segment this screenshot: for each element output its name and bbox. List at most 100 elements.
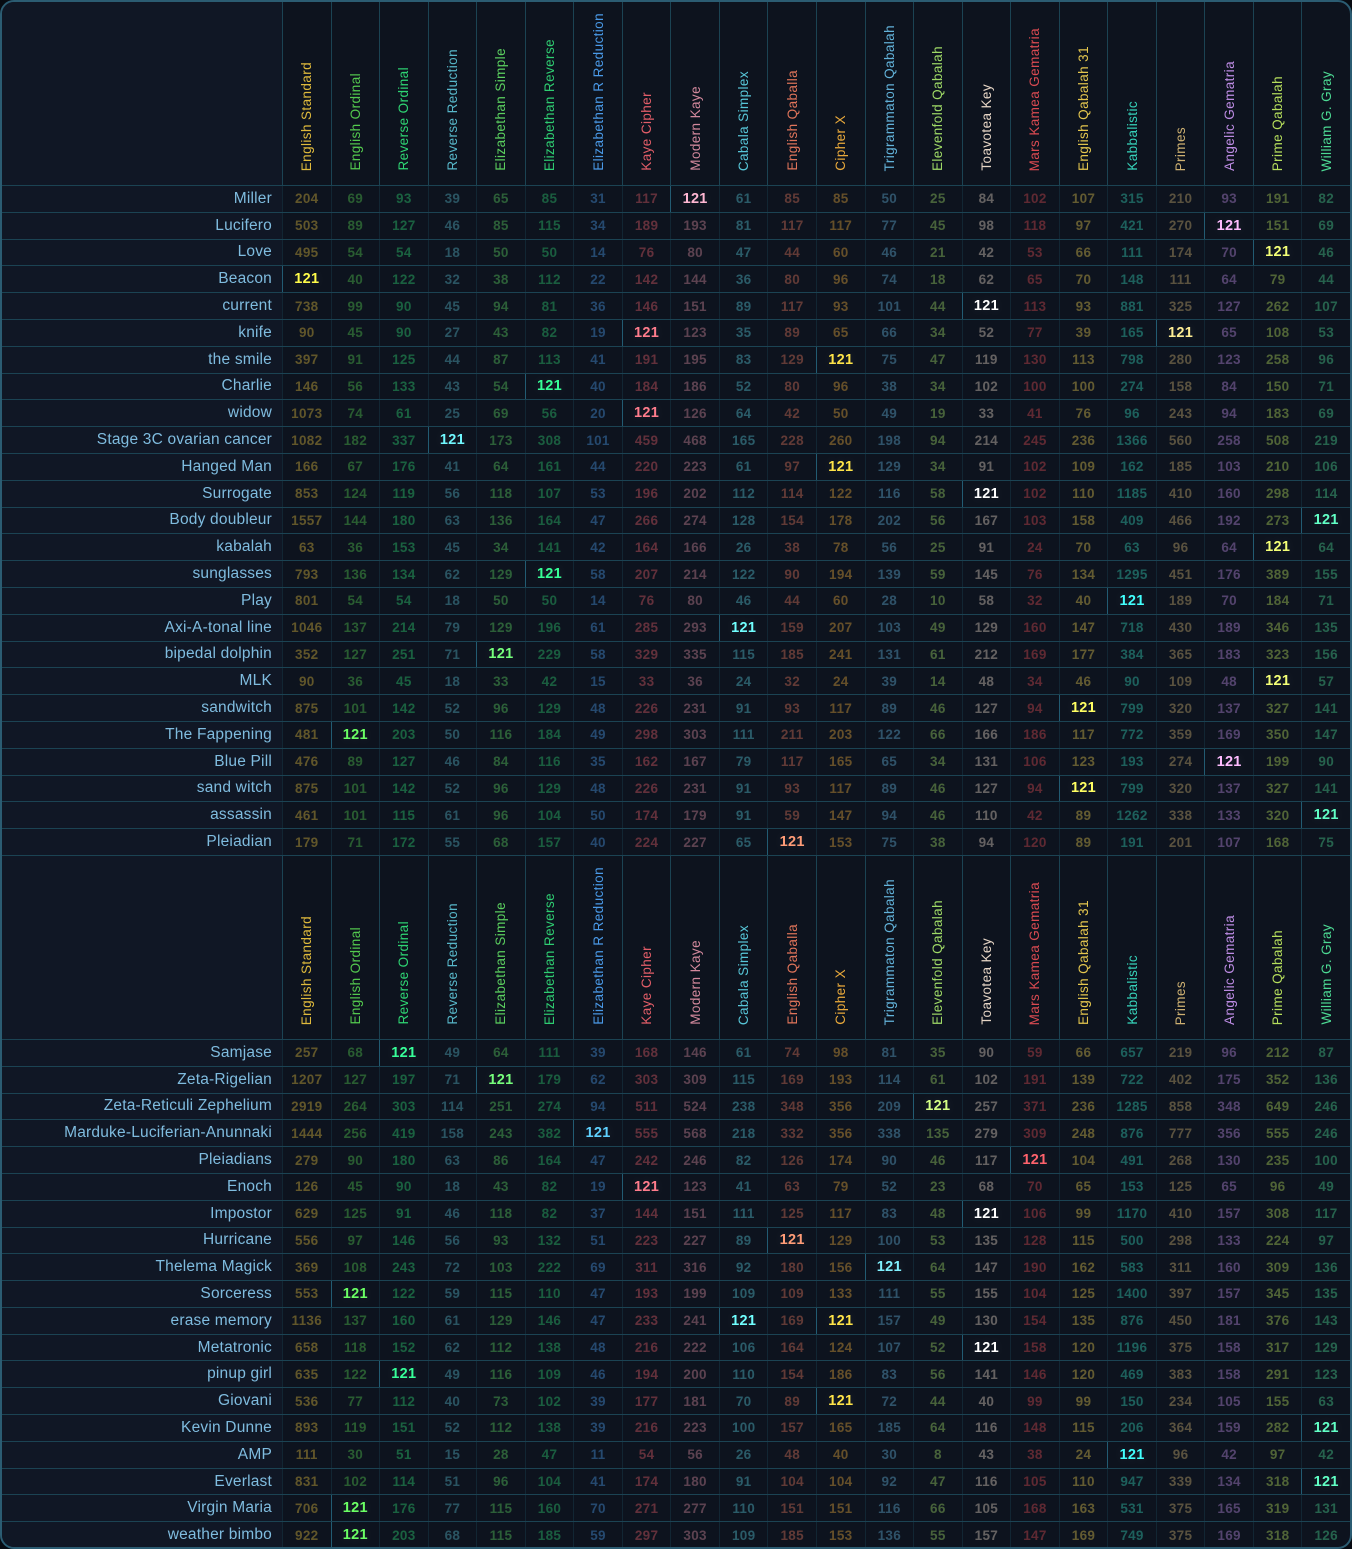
table-row[interactable]: Miller 204 69 93 39 65 85 31 117 121 61 85 85 50 25 84 1… (2, 185, 1350, 212)
column-header-modern-kaye[interactable]: Modern Kaye (670, 855, 719, 1039)
column-header-toavotea-key[interactable]: Toavotea Key (961, 2, 1011, 185)
column-header-prime-qabalah[interactable]: Prime Qabalah (1252, 2, 1302, 185)
table-row[interactable]: Pleiadians 279 90 180 63 86 164 47 242 246 82 126 17… (2, 1146, 1350, 1173)
row-label[interactable]: Miller (2, 186, 282, 212)
row-label[interactable]: erase memory (2, 1307, 282, 1334)
column-header-english-qabalah-31[interactable]: English Qabalah 31 (1058, 855, 1108, 1039)
table-row[interactable]: sunglasses 793 136 134 62 129 121 58 207 214 122 90… (2, 560, 1350, 587)
column-header-reverse-ordinal[interactable]: Reverse Ordinal (379, 2, 428, 185)
row-label[interactable]: Pleiadian (2, 829, 282, 855)
column-header-angelic-gematria[interactable]: Angelic Gematria (1204, 855, 1253, 1039)
table-row[interactable]: The Fappening 481 121 203 50 116 184 49 298 303 11… (2, 720, 1350, 748)
column-header-english-ordinal[interactable]: English Ordinal (330, 855, 380, 1039)
table-row[interactable]: Beacon 121 40 122 32 38 112 22 142 144 36 80 96 74 18 6… (2, 265, 1350, 293)
column-header-kabbalistic[interactable]: Kabbalistic (1107, 855, 1156, 1039)
table-row[interactable]: Surrogate 853 124 119 56 118 107 53 196 202 112 114… (2, 479, 1350, 507)
table-row[interactable]: Sorceress 553 121 122 59 115 110 47 193 199 109 109… (2, 1280, 1350, 1307)
column-header-english-qaballa[interactable]: English Qaballa (767, 2, 816, 185)
table-row[interactable]: Love 495 54 54 18 50 50 14 76 80 47 44 60 46 21 42 53 66 1… (2, 238, 1350, 266)
column-header-reverse-ordinal[interactable]: Reverse Ordinal (379, 855, 428, 1039)
row-label[interactable]: assassin (2, 802, 282, 829)
row-label[interactable]: sand witch (2, 775, 282, 802)
table-row[interactable]: Samjase 257 68 121 49 64 111 39 168 146 61 74 98 81 35… (2, 1038, 1350, 1066)
row-label[interactable]: AMP (2, 1441, 282, 1468)
column-header-elizabethan-r-reduction[interactable]: Elizabethan R Reduction (573, 855, 622, 1039)
row-label[interactable]: Lucifero (2, 212, 282, 239)
row-label[interactable]: Zeta-Rigelian (2, 1066, 282, 1093)
column-header-cabala-simplex[interactable]: Cabala Simplex (718, 855, 768, 1039)
table-row[interactable]: Zeta-Reticuli Zephelium 2919 264 303 114 251 2… (2, 1092, 1350, 1120)
row-label[interactable]: Body doubleur (2, 507, 282, 534)
column-header-kabbalistic[interactable]: Kabbalistic (1107, 2, 1156, 185)
table-row[interactable]: current 738 99 90 45 94 81 36 146 151 89 117 93 101 44… (2, 292, 1350, 319)
row-label[interactable]: Love (2, 239, 282, 266)
row-label[interactable]: Samjase (2, 1039, 282, 1066)
table-row[interactable]: Hurricane 556 97 146 56 93 132 51 223 227 89 121 129… (2, 1226, 1350, 1254)
table-row[interactable]: Body doubleur 1557 144 180 63 136 164 47 266 274 1… (2, 506, 1350, 534)
table-row[interactable]: Giovani 536 77 112 40 73 102 39 177 181 70 89 121 72 4… (2, 1387, 1350, 1415)
column-header-mars-kamea-gematria[interactable]: Mars Kamea Gematria (1010, 2, 1059, 185)
column-header-kaye-cipher[interactable]: Kaye Cipher (621, 2, 671, 185)
table-row[interactable]: Kevin Dunne 893 119 151 52 112 138 39 216 223 100 1… (2, 1414, 1350, 1441)
table-row[interactable]: Marduke-Luciferian-Anunnaki 1444 256 419 158… (2, 1119, 1350, 1147)
row-label[interactable]: Play (2, 587, 282, 614)
column-header-elizabethan-reverse[interactable]: Elizabethan Reverse (524, 2, 574, 185)
table-row[interactable]: weather bimbo 922 121 203 68 115 185 59 297 303 10… (2, 1521, 1350, 1547)
table-row[interactable]: Stage 3C ovarian cancer 1082 182 337 121 173 3… (2, 426, 1350, 453)
column-header-angelic-gematria[interactable]: Angelic Gematria (1204, 2, 1253, 185)
table-row[interactable]: Zeta-Rigelian 1207 127 197 71 121 179 62 303 309 1… (2, 1065, 1350, 1093)
row-label[interactable]: bipedal dolphin (2, 641, 282, 668)
table-row[interactable]: sand witch 875 101 142 52 96 129 48 226 231 91 93 11… (2, 774, 1350, 802)
column-header-primes[interactable]: Primes (1155, 855, 1205, 1039)
row-label[interactable]: Charlie (2, 373, 282, 400)
column-header-william-g-gray[interactable]: William G. Gray (1301, 2, 1350, 185)
row-label[interactable]: Stage 3C ovarian cancer (2, 427, 282, 453)
row-label[interactable]: sunglasses (2, 561, 282, 587)
row-label[interactable]: Impostor (2, 1200, 282, 1227)
row-label[interactable]: Hurricane (2, 1227, 282, 1254)
column-header-english-ordinal[interactable]: English Ordinal (330, 2, 380, 185)
column-header-kaye-cipher[interactable]: Kaye Cipher (621, 855, 671, 1039)
table-row[interactable]: Charlie 146 56 133 43 54 121 40 184 186 52 80 96 38 34… (2, 372, 1350, 400)
table-row[interactable]: bipedal dolphin 352 127 251 71 121 229 58 329 335… (2, 640, 1350, 668)
row-label[interactable]: current (2, 293, 282, 319)
row-label[interactable]: widow (2, 400, 282, 427)
row-label[interactable]: Everlast (2, 1468, 282, 1495)
column-header-toavotea-key[interactable]: Toavotea Key (961, 855, 1011, 1039)
row-label[interactable]: The Fappening (2, 721, 282, 748)
column-header-modern-kaye[interactable]: Modern Kaye (670, 2, 719, 185)
row-label[interactable]: Surrogate (2, 480, 282, 507)
column-header-english-standard[interactable]: English Standard (282, 855, 331, 1039)
table-row[interactable]: sandwitch 875 101 142 52 96 129 48 226 231 91 93 117… (2, 694, 1350, 721)
row-label[interactable]: Thelema Magick (2, 1254, 282, 1281)
row-label[interactable]: knife (2, 319, 282, 346)
row-label[interactable]: Beacon (2, 266, 282, 293)
column-header-english-qabalah-31[interactable]: English Qabalah 31 (1058, 2, 1108, 185)
column-header-elevenfold-qabalah[interactable]: Elevenfold Qabalah (913, 855, 962, 1039)
column-header-english-standard[interactable]: English Standard (282, 2, 331, 185)
column-header-trigrammaton-qabalah[interactable]: Trigrammaton Qabalah (864, 2, 914, 185)
table-row[interactable]: Blue Pill 476 89 127 46 84 116 35 162 167 79 117 165… (2, 747, 1350, 775)
row-label[interactable]: Enoch (2, 1173, 282, 1200)
table-row[interactable]: Hanged Man 166 67 176 41 64 161 44 220 223 61 97 121… (2, 452, 1350, 480)
row-label[interactable]: kabalah (2, 534, 282, 561)
column-header-reverse-reduction[interactable]: Reverse Reduction (427, 855, 477, 1039)
table-row[interactable]: Lucifero 503 89 127 46 85 115 34 189 193 81 117 117 7… (2, 211, 1350, 239)
row-label[interactable]: Sorceress (2, 1281, 282, 1307)
column-header-prime-qabalah[interactable]: Prime Qabalah (1252, 855, 1302, 1039)
column-header-mars-kamea-gematria[interactable]: Mars Kamea Gematria (1010, 855, 1059, 1039)
row-label[interactable]: Marduke-Luciferian-Anunnaki (2, 1120, 282, 1147)
column-header-elevenfold-qabalah[interactable]: Elevenfold Qabalah (913, 2, 962, 185)
table-row[interactable]: knife 90 45 90 27 43 82 19 121 123 35 89 65 66 34 52 77 3… (2, 318, 1350, 346)
table-row[interactable]: widow 1073 74 61 25 69 56 20 121 126 64 42 50 49 19 33 4… (2, 399, 1350, 427)
column-header-elizabethan-simple[interactable]: Elizabethan Simple (476, 2, 525, 185)
table-row[interactable]: Axi-A-tonal line 1046 137 214 79 129 196 61 285 2… (2, 613, 1350, 641)
table-row[interactable]: Pleiadian 179 71 172 55 68 157 40 224 227 65 121 153… (2, 828, 1350, 855)
column-header-primes[interactable]: Primes (1155, 2, 1205, 185)
column-header-elizabethan-simple[interactable]: Elizabethan Simple (476, 855, 525, 1039)
table-row[interactable]: Virgin Maria 706 121 176 77 115 160 70 271 277 110… (2, 1494, 1350, 1522)
row-label[interactable]: sandwitch (2, 695, 282, 721)
table-row[interactable]: Play 801 54 54 18 50 50 14 76 80 46 44 60 28 10 58 32 40 1… (2, 586, 1350, 614)
row-label[interactable]: weather bimbo (2, 1522, 282, 1547)
column-header-cipher-x[interactable]: Cipher X (816, 855, 865, 1039)
